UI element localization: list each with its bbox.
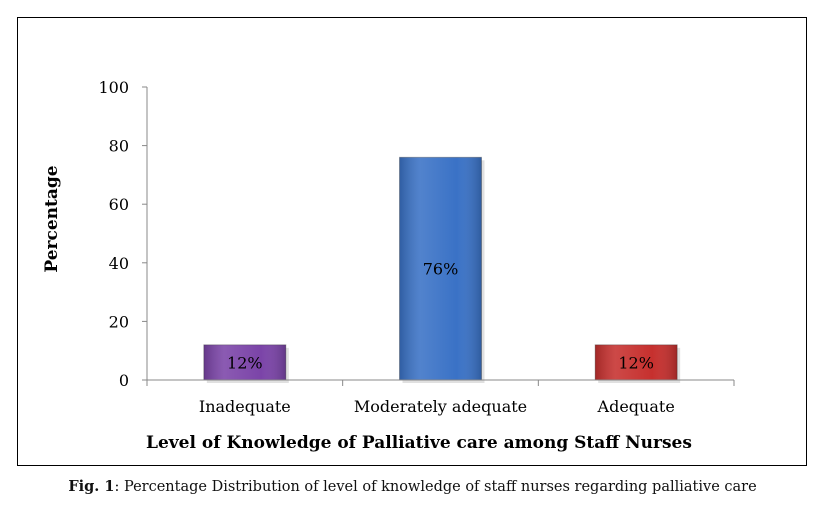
caption-colon: : [114,479,124,495]
y-axis-title: Percentage [42,165,62,272]
x-axis-ticks [146,380,735,386]
y-tick-label: 100 [98,78,129,97]
bar-data-label: 12% [618,353,654,372]
x-tick-label: Moderately adequate [354,397,527,416]
y-tick-label: 60 [109,195,129,214]
axes [146,87,734,381]
caption-text: Percentage Distribution of level of know… [123,479,757,495]
bar-data-label: 12% [227,353,263,372]
figure-label: Fig. 1 [68,478,115,495]
bars: 12% Inadequate 76% Moderately adequate 12% Ad… [199,156,681,416]
y-axis-ticks: 0 20 40 60 80 100 [98,78,147,390]
y-tick-label: 40 [109,254,129,273]
y-tick-label: 0 [119,371,129,390]
y-tick-label: 20 [109,312,129,331]
y-tick-label: 80 [109,137,129,156]
figure-caption: Fig. 1: Percentage Distribution of level… [0,478,825,495]
bar-highlight [595,344,678,380]
bar-highlight [399,157,482,380]
x-tick-label: Adequate [597,397,675,416]
x-axis-title: Level of Knowledge of Palliative care am… [146,433,692,453]
bar-highlight [203,344,286,380]
bar-data-label: 76% [423,260,459,279]
bar-chart: 0 20 40 60 80 100 12% Inadequate 76% Moderately … [42,78,735,453]
x-tick-label: Inadequate [199,397,291,416]
